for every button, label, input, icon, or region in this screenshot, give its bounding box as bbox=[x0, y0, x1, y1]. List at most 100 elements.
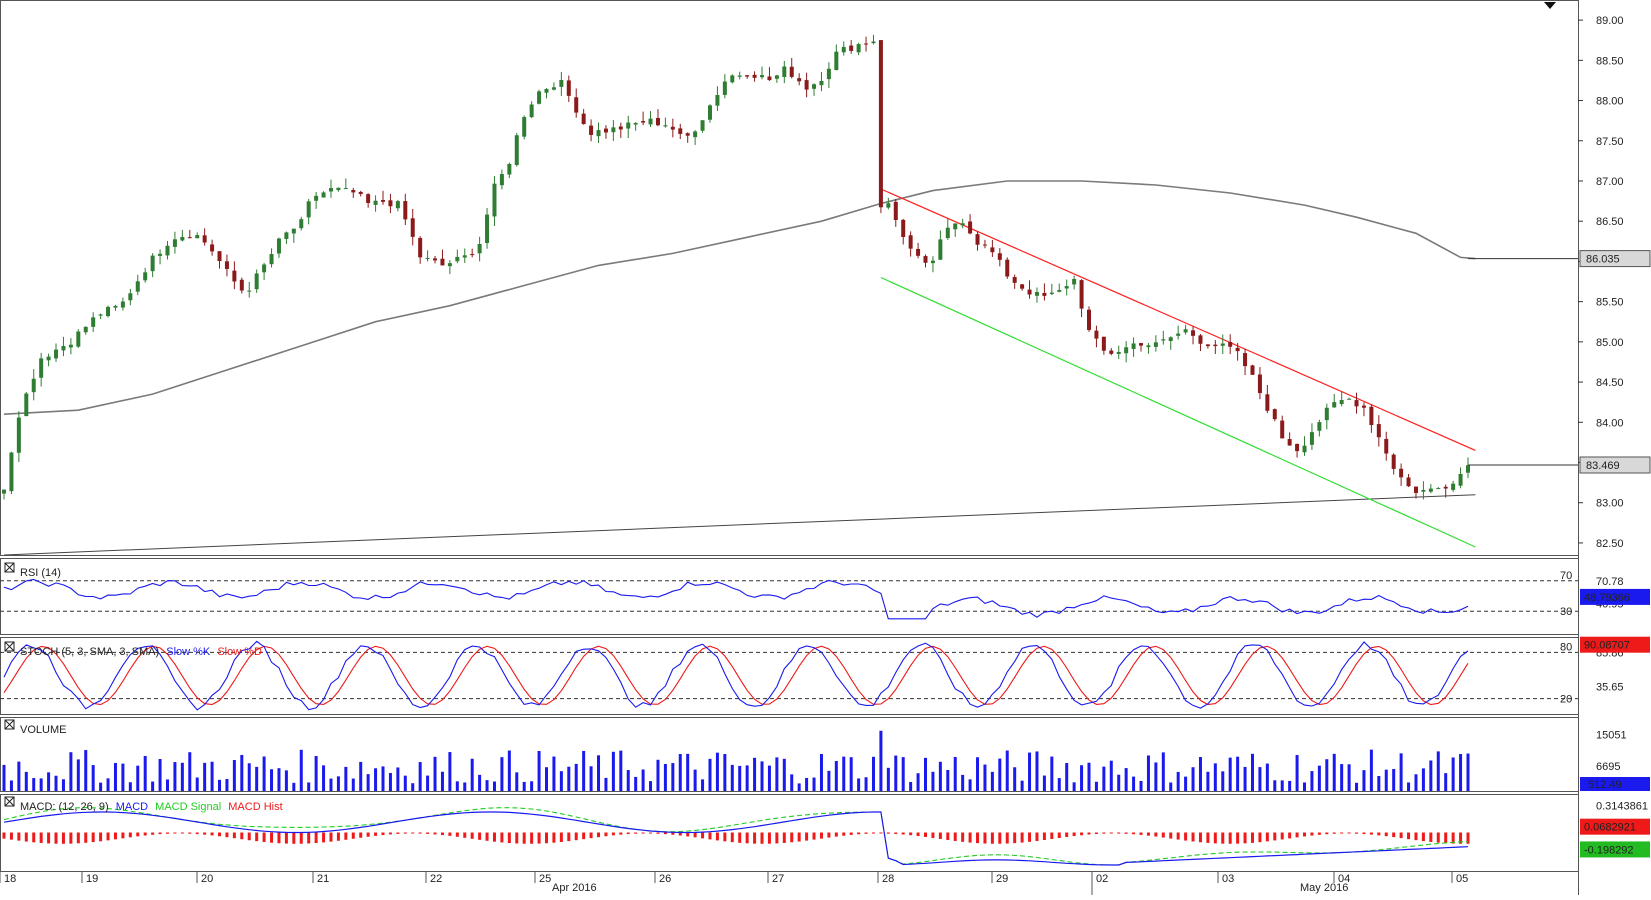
candle-body bbox=[343, 188, 348, 190]
volume-bar bbox=[1117, 774, 1121, 791]
candle-body bbox=[187, 237, 192, 239]
x-month-label: May 2016 bbox=[1300, 882, 1348, 894]
price-tick-label: 84.50 bbox=[1596, 377, 1624, 389]
macd-hist-bar bbox=[374, 832, 378, 836]
candle-body bbox=[1109, 350, 1114, 354]
macd-hist-bar bbox=[827, 832, 831, 838]
candle-body bbox=[91, 317, 96, 327]
candle-body bbox=[158, 253, 163, 256]
volume-bar bbox=[1080, 765, 1084, 791]
volume-bar bbox=[589, 766, 593, 791]
macd-hist-bar bbox=[715, 832, 719, 841]
macd-hist-bar bbox=[753, 832, 757, 844]
macd-hist-bar bbox=[1198, 832, 1202, 843]
volume-bar bbox=[1332, 753, 1336, 791]
macd-hist-bar bbox=[1384, 832, 1388, 837]
rsi-line bbox=[3, 578, 1469, 620]
candle-body bbox=[46, 356, 51, 361]
volume-bar bbox=[1347, 764, 1351, 791]
volume-bar bbox=[1436, 751, 1440, 791]
candle-body bbox=[707, 105, 712, 120]
macd-hist-bar bbox=[218, 832, 222, 837]
candle-body bbox=[618, 126, 623, 130]
macd-hist-bar bbox=[1191, 832, 1195, 842]
candle-body bbox=[1332, 402, 1337, 408]
macd-hist-bar bbox=[1399, 832, 1403, 839]
candle-body bbox=[1183, 329, 1188, 333]
x-day-label: 20 bbox=[201, 873, 213, 885]
volume-bar bbox=[1206, 771, 1210, 791]
candle-body bbox=[128, 293, 133, 301]
x-month-label: Apr 2016 bbox=[552, 882, 597, 894]
candle-body bbox=[864, 43, 869, 45]
macd-hist-bar bbox=[1295, 832, 1299, 838]
macd-hist-bar bbox=[797, 832, 801, 842]
macd-hist-bar bbox=[701, 832, 705, 839]
volume-bar bbox=[1028, 752, 1032, 791]
macd-hist-bar bbox=[790, 832, 794, 843]
volume-value-box bbox=[1580, 777, 1650, 791]
volume-bar bbox=[604, 777, 608, 791]
candle-body bbox=[722, 81, 727, 95]
candle-body bbox=[522, 117, 527, 137]
price-overlays bbox=[3, 180, 1476, 556]
macd-hist-bar bbox=[284, 832, 288, 844]
candle-body bbox=[804, 80, 809, 90]
volume-bar bbox=[871, 756, 875, 791]
candle-body bbox=[990, 247, 995, 253]
candle-body bbox=[648, 118, 653, 125]
volume-bar bbox=[113, 762, 117, 791]
macd-hist-bar bbox=[916, 832, 920, 837]
candle-body bbox=[1101, 336, 1106, 351]
macd-hist-bar bbox=[225, 832, 229, 838]
macd-hist-bar bbox=[589, 832, 593, 839]
candle-body bbox=[1079, 280, 1084, 309]
macd-line bbox=[3, 811, 1469, 866]
macd-hist-bar bbox=[723, 832, 727, 842]
macd-hist-bar bbox=[151, 832, 155, 835]
volume-bar bbox=[240, 754, 244, 791]
price-tick-label: 82.50 bbox=[1596, 538, 1624, 550]
candle-body bbox=[893, 201, 898, 221]
macd-hist-bar bbox=[805, 832, 809, 841]
candle-body bbox=[1094, 330, 1099, 339]
x-day-label: 05 bbox=[1456, 873, 1468, 885]
sma-line bbox=[3, 180, 1476, 415]
volume-bar bbox=[151, 781, 155, 791]
candle-body bbox=[455, 256, 460, 262]
macd-hist-bar bbox=[708, 832, 712, 840]
volume-bar bbox=[649, 781, 653, 791]
volume-bar bbox=[775, 757, 779, 791]
volume-bar bbox=[329, 778, 333, 791]
panel-toggle-icons[interactable] bbox=[4, 562, 15, 807]
stoch-legend-d: Slow %D bbox=[217, 646, 262, 658]
price-tick-label: 84.00 bbox=[1596, 417, 1624, 429]
volume-bar bbox=[953, 756, 957, 791]
macd-hist-bar bbox=[1035, 832, 1039, 841]
macd-hist-bar bbox=[1087, 832, 1091, 835]
macd-hist-bar bbox=[834, 832, 838, 837]
candle-body bbox=[1168, 337, 1173, 342]
volume-bar bbox=[225, 779, 229, 791]
candle-body bbox=[180, 236, 185, 241]
scroll-arrow-icon[interactable] bbox=[1544, 2, 1556, 9]
price-tick-label: 83.00 bbox=[1596, 498, 1624, 510]
macd-hist-bar bbox=[507, 832, 511, 844]
volume-bar bbox=[805, 777, 809, 791]
macd-hist-bar bbox=[1421, 832, 1425, 842]
candle-body bbox=[641, 121, 646, 123]
stoch-k-line bbox=[3, 640, 1469, 711]
macd-hist-bar bbox=[686, 832, 690, 837]
candle-body bbox=[767, 76, 772, 81]
candle-body bbox=[1369, 406, 1374, 426]
x-day-label: 22 bbox=[430, 873, 442, 885]
rsi-level-70: 70 bbox=[1560, 570, 1572, 582]
volume-bar bbox=[1265, 763, 1269, 791]
candle-body bbox=[916, 248, 921, 256]
x-day-label: 18 bbox=[4, 873, 16, 885]
macd-hist-bar bbox=[1117, 832, 1121, 834]
volume-bar bbox=[158, 758, 162, 791]
volume-bar bbox=[322, 765, 326, 791]
macd-hist-bar bbox=[693, 832, 697, 838]
volume-bar bbox=[195, 777, 199, 791]
